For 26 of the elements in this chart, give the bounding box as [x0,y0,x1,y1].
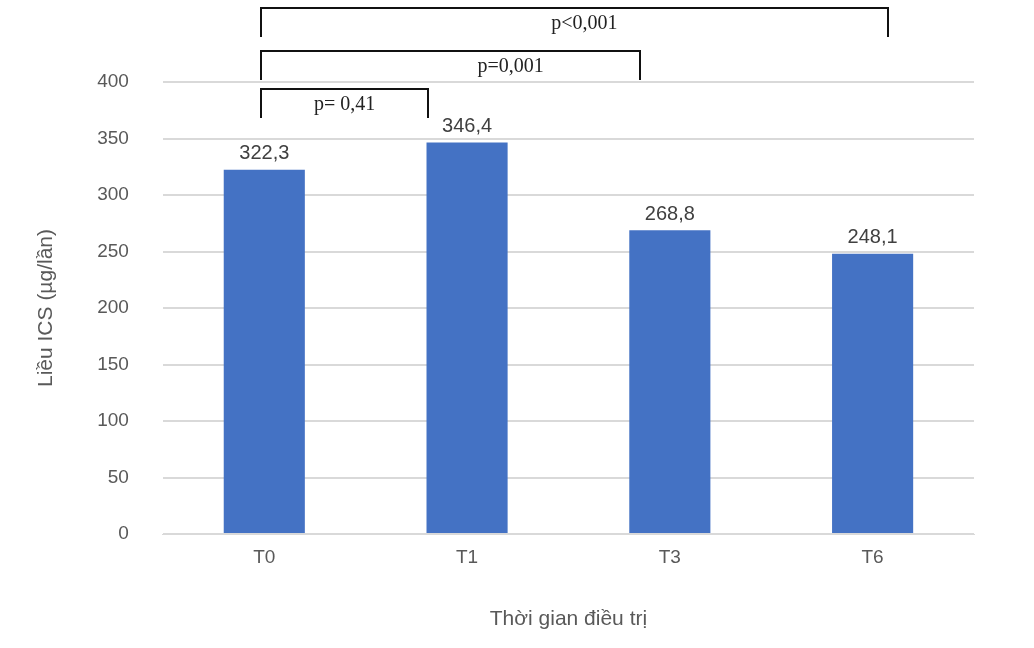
bar [223,169,305,533]
y-tick-label: 0 [118,522,129,544]
x-axis-title: Thời gian điều trị [489,606,648,630]
annotation: p= 0,41 [306,92,384,115]
data-label: 268,8 [644,201,695,224]
bar [426,142,508,533]
data-label: 248,1 [847,225,898,248]
text: p=0,001 [469,54,552,77]
text: p<0,001 [543,11,626,34]
x-tick-label: T6 [861,545,884,567]
bar [629,230,711,533]
data-label: 322,3 [239,141,290,164]
y-tick-label: 250 [97,239,129,261]
y-axis-title: Liều ICS (µg/lần) [33,228,57,388]
y-tick-label: 300 [97,183,129,205]
data-label: 346,4 [442,114,493,137]
y-tick-label: 100 [97,409,129,431]
y-tick-label: 150 [97,352,129,374]
x-tick-label: T3 [658,545,681,567]
bar [832,253,914,533]
y-tick-label: 50 [107,465,129,487]
x-tick-label: T1 [455,545,479,567]
y-tick-label: 400 [97,70,129,92]
y-tick-label: 200 [97,296,129,318]
x-tick-label: T0 [253,545,276,567]
y-tick-label: 350 [97,126,129,148]
